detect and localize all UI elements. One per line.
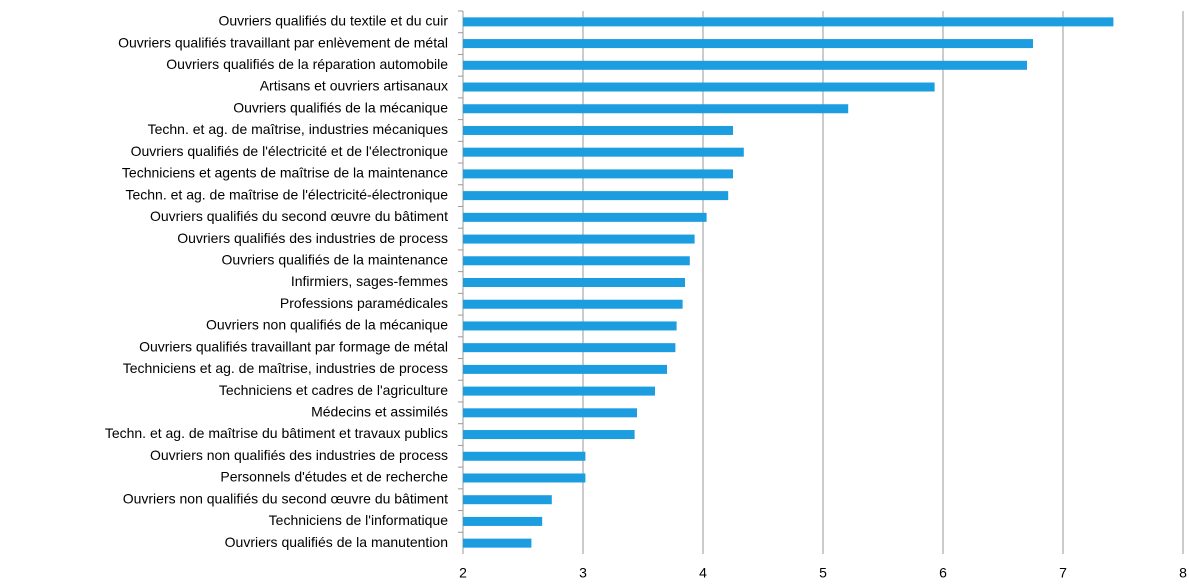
y-tick-label: Ouvriers qualifiés travaillant par enlèv…: [118, 34, 448, 50]
bar: [463, 104, 849, 114]
x-tick-label: 2: [459, 565, 467, 580]
y-tick-label: Techniciens de l'informatique: [269, 512, 449, 528]
bar: [463, 343, 676, 353]
bar: [463, 169, 733, 179]
bar: [463, 212, 707, 222]
y-tick-label: Artisans et ouvriers artisanaux: [260, 78, 448, 94]
y-tick-label: Techn. et ag. de maîtrise, industries mé…: [148, 121, 448, 137]
x-tick-label: 4: [699, 565, 707, 580]
y-tick-label: Ouvriers qualifiés de l'électricité et d…: [131, 143, 449, 159]
bar: [463, 451, 586, 461]
bar: [463, 430, 635, 440]
y-tick-label: Ouvriers qualifiés de la réparation auto…: [166, 56, 448, 72]
bar: [463, 82, 935, 92]
bar: [463, 234, 695, 244]
bar: [463, 39, 1033, 49]
y-tick-label: Techn. et ag. de maîtrise de l'électrici…: [125, 186, 448, 202]
y-tick-label: Techn. et ag. de maîtrise du bâtiment et…: [105, 425, 448, 441]
bar: [463, 278, 685, 287]
bar: [463, 17, 1114, 27]
bar: [463, 299, 683, 309]
y-tick-label: Personnels d'études et de recherche: [220, 469, 448, 485]
bar: [463, 495, 552, 505]
y-tick-label: Ouvriers qualifiés travaillant par forma…: [139, 338, 448, 354]
x-tick-label: 5: [819, 565, 827, 580]
bar: [463, 147, 744, 157]
y-tick-label: Ouvriers qualifiés de la manutention: [225, 534, 448, 550]
bar: [463, 408, 637, 418]
x-tick-label: 3: [579, 565, 587, 580]
y-tick-label: Ouvriers qualifiés du textile et du cuir: [218, 13, 448, 29]
y-tick-label: Techniciens et cadres de l'agriculture: [219, 382, 448, 398]
bar: [463, 125, 733, 135]
bar: [463, 60, 1027, 70]
bar: [463, 386, 655, 396]
x-tick-label: 6: [939, 565, 947, 580]
x-tick-label: 7: [1059, 565, 1067, 580]
y-tick-label: Ouvriers non qualifiés de la mécanique: [206, 317, 448, 333]
y-tick-label: Techniciens et ag. de maîtrise, industri…: [123, 360, 448, 376]
bar: [463, 473, 586, 483]
y-tick-label: Médecins et assimilés: [311, 404, 448, 420]
y-tick-label: Ouvriers qualifiés des industries de pro…: [177, 230, 448, 246]
bar: [463, 191, 729, 201]
bar: [463, 364, 667, 374]
y-tick-label: Ouvriers qualifiés du second œuvre du bâ…: [150, 208, 448, 224]
bar: [463, 538, 532, 548]
y-tick-label: Ouvriers non qualifiés des industries de…: [150, 447, 448, 463]
y-tick-label: Ouvriers qualifiés de la maintenance: [222, 251, 449, 267]
bar: [463, 516, 543, 526]
y-tick-label: Professions paramédicales: [280, 295, 448, 311]
x-tick-label: 8: [1179, 565, 1187, 580]
y-tick-label: Ouvriers non qualifiés du second œuvre d…: [123, 490, 448, 506]
y-tick-label: Techniciens et agents de maîtrise de la …: [122, 165, 448, 181]
y-tick-label: Ouvriers qualifiés de la mécanique: [233, 99, 448, 115]
bar: [463, 256, 690, 266]
bar: [463, 321, 677, 331]
y-tick-label: Infirmiers, sages-femmes: [291, 273, 448, 289]
